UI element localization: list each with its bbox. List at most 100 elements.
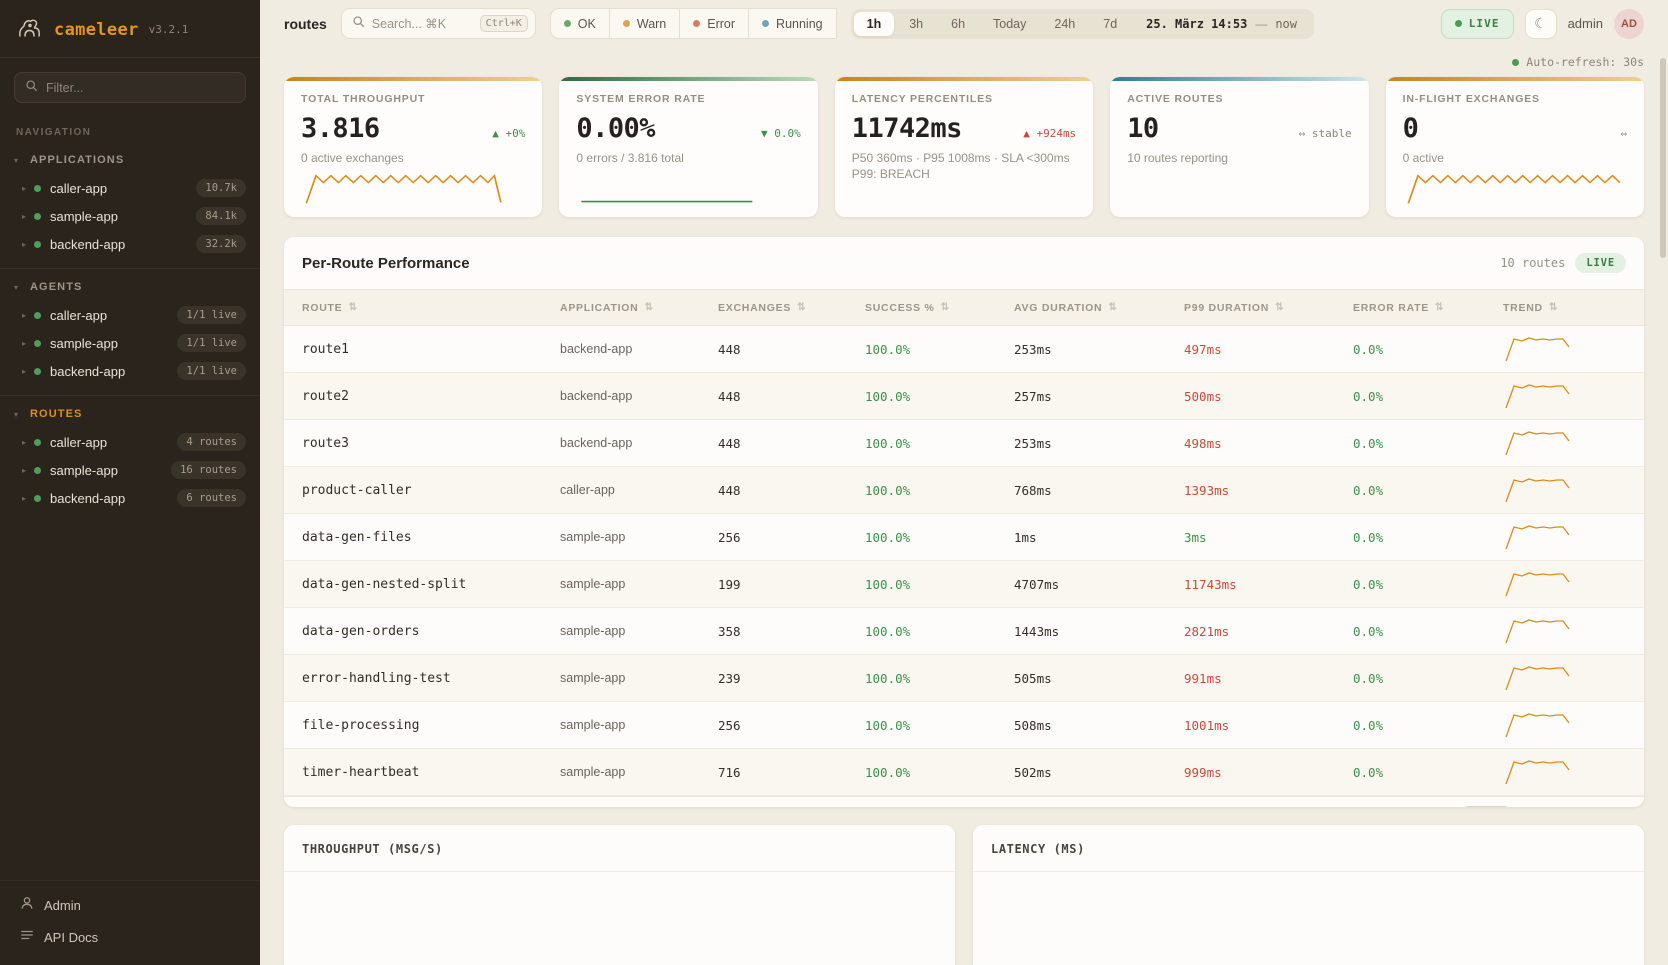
column-label: TREND — [1503, 302, 1543, 314]
time-range-button[interactable]: 6h — [938, 12, 978, 36]
cell-success: 100.0% — [847, 389, 996, 404]
camel-logo-icon — [16, 15, 44, 44]
rows-per-page-select[interactable]: 25 ▾ — [1461, 806, 1511, 807]
navigation-label: NAVIGATION — [16, 127, 244, 138]
app-version: v3.2.1 — [149, 23, 189, 36]
table-header-cell[interactable]: ROUTE ⇅ — [284, 302, 542, 314]
table-row[interactable]: data-gen-nested-split sample-app 199 100… — [284, 561, 1644, 608]
status-filter-chip[interactable]: OK — [550, 8, 610, 39]
table-header-cell[interactable]: ERROR RATE ⇅ — [1335, 302, 1485, 314]
table-row[interactable]: timer-heartbeat sample-app 716 100.0% 50… — [284, 749, 1644, 796]
trend-sparkline — [1503, 757, 1575, 787]
count-badge: 10.7k — [196, 179, 246, 197]
throughput-chart-title: THROUGHPUT (MSG/S) — [302, 842, 443, 856]
kpi-system-error-rate: SYSTEM ERROR RATE 0.00% ▼ 0.0% 0 errors … — [559, 77, 817, 217]
kpi-subtext: 10 routes reporting — [1127, 150, 1351, 166]
kpi-label: IN-FLIGHT EXCHANGES — [1403, 93, 1627, 105]
search-icon — [25, 79, 38, 97]
cell-p99-duration: 1001ms — [1166, 718, 1335, 733]
theme-toggle-button[interactable]: ☾ — [1525, 9, 1557, 39]
kpi-total-throughput: TOTAL THROUGHPUT 3.816 ▲ +0% 0 active ex… — [284, 77, 542, 217]
table-header-cell[interactable]: EXCHANGES ⇅ — [700, 302, 847, 314]
sidebar-item-route[interactable]: ▸ backend-app 6 routes — [0, 484, 260, 512]
table-row[interactable]: route2 backend-app 448 100.0% 257ms 500m… — [284, 373, 1644, 420]
sidebar-item-application[interactable]: ▸ sample-app 84.1k — [0, 202, 260, 230]
table-row[interactable]: route1 backend-app 448 100.0% 253ms 497m… — [284, 326, 1644, 373]
sort-icon: ⇅ — [797, 302, 806, 313]
trend-sparkline — [1503, 334, 1575, 364]
table-row[interactable]: error-handling-test sample-app 239 100.0… — [284, 655, 1644, 702]
sort-icon: ⇅ — [1108, 302, 1117, 313]
sort-icon: ⇅ — [644, 302, 653, 313]
sidebar-item-api-docs[interactable]: API Docs — [0, 921, 260, 953]
status-filter-chip[interactable]: Error — [679, 8, 749, 39]
sidebar-item-admin[interactable]: Admin — [0, 889, 260, 921]
global-search[interactable]: Ctrl+K — [341, 8, 536, 39]
table-row[interactable]: data-gen-orders sample-app 358 100.0% 14… — [284, 608, 1644, 655]
time-range-button[interactable]: Today — [980, 12, 1039, 36]
sort-icon: ⇅ — [1549, 302, 1558, 313]
status-dot-icon — [34, 185, 41, 192]
cell-avg-duration: 253ms — [996, 342, 1166, 357]
chevron-right-icon: ▸ — [22, 494, 34, 503]
time-range-button[interactable]: 3h — [896, 12, 936, 36]
cell-trend — [1485, 475, 1644, 505]
filter-input[interactable] — [46, 81, 235, 95]
cell-avg-duration: 505ms — [996, 671, 1166, 686]
kpi-label: ACTIVE ROUTES — [1127, 93, 1351, 105]
cell-route: data-gen-files — [284, 530, 542, 545]
cell-success: 100.0% — [847, 624, 996, 639]
group-header-applications[interactable]: ▾ APPLICATIONS — [0, 154, 260, 174]
time-range-button[interactable]: 24h — [1041, 12, 1088, 36]
group-header-agents[interactable]: ▾ AGENTS — [0, 281, 260, 301]
search-input[interactable] — [372, 17, 473, 31]
sidebar-filter[interactable] — [14, 72, 246, 103]
count-badge: 1/1 live — [177, 362, 246, 380]
sidebar-item-route[interactable]: ▸ caller-app 4 routes — [0, 428, 260, 456]
cell-application: sample-app — [542, 577, 700, 591]
time-range-button[interactable]: 7d — [1090, 12, 1130, 36]
sort-icon: ⇅ — [348, 302, 357, 313]
table-header-cell[interactable]: TREND ⇅ — [1485, 302, 1644, 314]
table-row[interactable]: route3 backend-app 448 100.0% 253ms 498m… — [284, 420, 1644, 467]
time-range-button[interactable]: 1h — [854, 12, 895, 36]
person-icon — [20, 896, 34, 915]
scrollbar[interactable] — [1660, 58, 1666, 258]
sort-icon: ⇅ — [1275, 302, 1284, 313]
kpi-delta: ▲ +924ms — [1023, 127, 1076, 140]
cell-p99-duration: 3ms — [1166, 530, 1335, 545]
cell-p99-duration: 497ms — [1166, 342, 1335, 357]
live-toggle[interactable]: LIVE — [1441, 9, 1514, 39]
sidebar-item-agent[interactable]: ▸ caller-app 1/1 live — [0, 301, 260, 329]
column-label: ERROR RATE — [1353, 302, 1429, 314]
cell-route: data-gen-orders — [284, 624, 542, 639]
table-header-cell[interactable]: AVG DURATION ⇅ — [996, 302, 1166, 314]
chevron-right-icon: ▸ — [22, 466, 34, 475]
sidebar-item-application[interactable]: ▸ backend-app 32.2k — [0, 230, 260, 258]
table-header-cell[interactable]: P99 DURATION ⇅ — [1166, 302, 1335, 314]
table-row[interactable]: product-caller caller-app 448 100.0% 768… — [284, 467, 1644, 514]
date-range-display[interactable]: 25. März 14:53 — now — [1132, 17, 1311, 31]
group-header-routes[interactable]: ▾ ROUTES — [0, 408, 260, 428]
cell-route: route2 — [284, 389, 542, 404]
sidebar-item-agent[interactable]: ▸ sample-app 1/1 live — [0, 329, 260, 357]
cell-exchanges: 448 — [700, 436, 847, 451]
count-badge: 4 routes — [177, 433, 246, 451]
status-filter-chip[interactable]: Warn — [609, 8, 680, 39]
table-row[interactable]: data-gen-files sample-app 256 100.0% 1ms… — [284, 514, 1644, 561]
cell-success: 100.0% — [847, 765, 996, 780]
table-header-cell[interactable]: APPLICATION ⇅ — [542, 302, 700, 314]
avatar[interactable]: AD — [1614, 9, 1644, 39]
cell-error-rate: 0.0% — [1335, 718, 1485, 733]
per-route-performance-panel: Per-Route Performance 10 routes LIVE ROU… — [284, 237, 1644, 807]
sidebar-item-application[interactable]: ▸ caller-app 10.7k — [0, 174, 260, 202]
sidebar-item-agent[interactable]: ▸ backend-app 1/1 live — [0, 357, 260, 385]
cell-success: 100.0% — [847, 436, 996, 451]
table-header-cell[interactable]: SUCCESS % ⇅ — [847, 302, 996, 314]
sidebar-item-route[interactable]: ▸ sample-app 16 routes — [0, 456, 260, 484]
sidebar-item-label: sample-app — [50, 463, 118, 478]
table-row[interactable]: file-processing sample-app 256 100.0% 50… — [284, 702, 1644, 749]
cell-trend — [1485, 710, 1644, 740]
status-filter-chip[interactable]: Running — [748, 8, 837, 39]
chevron-down-icon: ▾ — [14, 156, 18, 165]
